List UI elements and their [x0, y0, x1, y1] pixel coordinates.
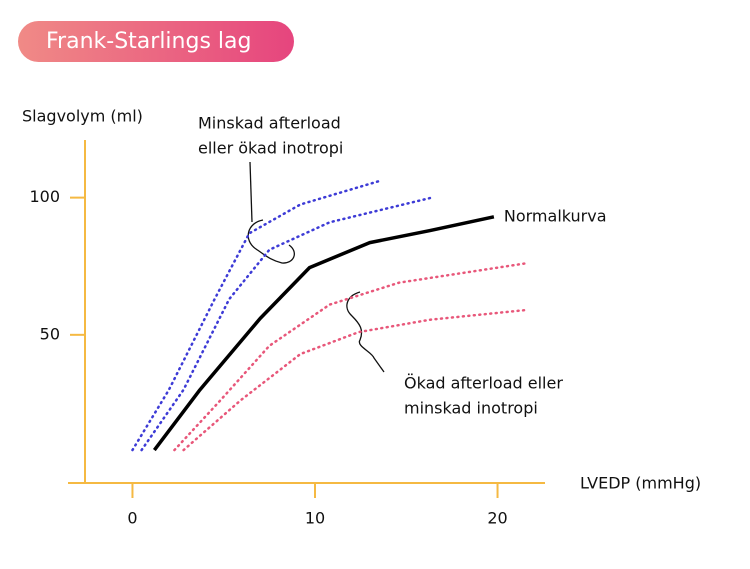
title-pill	[18, 21, 294, 62]
braces	[247, 161, 385, 373]
line-series	[131, 179, 381, 452]
line-series	[173, 262, 527, 452]
annotation: eller ökad inotropi	[198, 139, 343, 158]
chart-title: Frank-Starlings lag	[46, 29, 251, 54]
x-axis-label: LVEDP (mmHg)	[580, 474, 701, 493]
y-axis-label: Slagvolym (ml)	[22, 107, 143, 126]
x-tick-label: 10	[305, 509, 325, 528]
series-label: Normalkurva	[504, 206, 607, 225]
brace	[346, 291, 385, 373]
line-series	[152, 215, 495, 452]
annotation: Ökad afterload eller	[404, 374, 563, 393]
annotation: minskad inotropi	[404, 399, 538, 418]
x-tick-label: 0	[127, 509, 137, 528]
line-series	[140, 196, 434, 452]
line-series	[182, 308, 527, 452]
annotation: Minskad afterload	[198, 114, 341, 133]
brace	[247, 219, 295, 264]
y-tick-label: 100	[29, 187, 60, 206]
x-tick-label: 20	[487, 509, 507, 528]
y-tick-label: 50	[40, 324, 60, 343]
leader-line	[249, 161, 253, 223]
